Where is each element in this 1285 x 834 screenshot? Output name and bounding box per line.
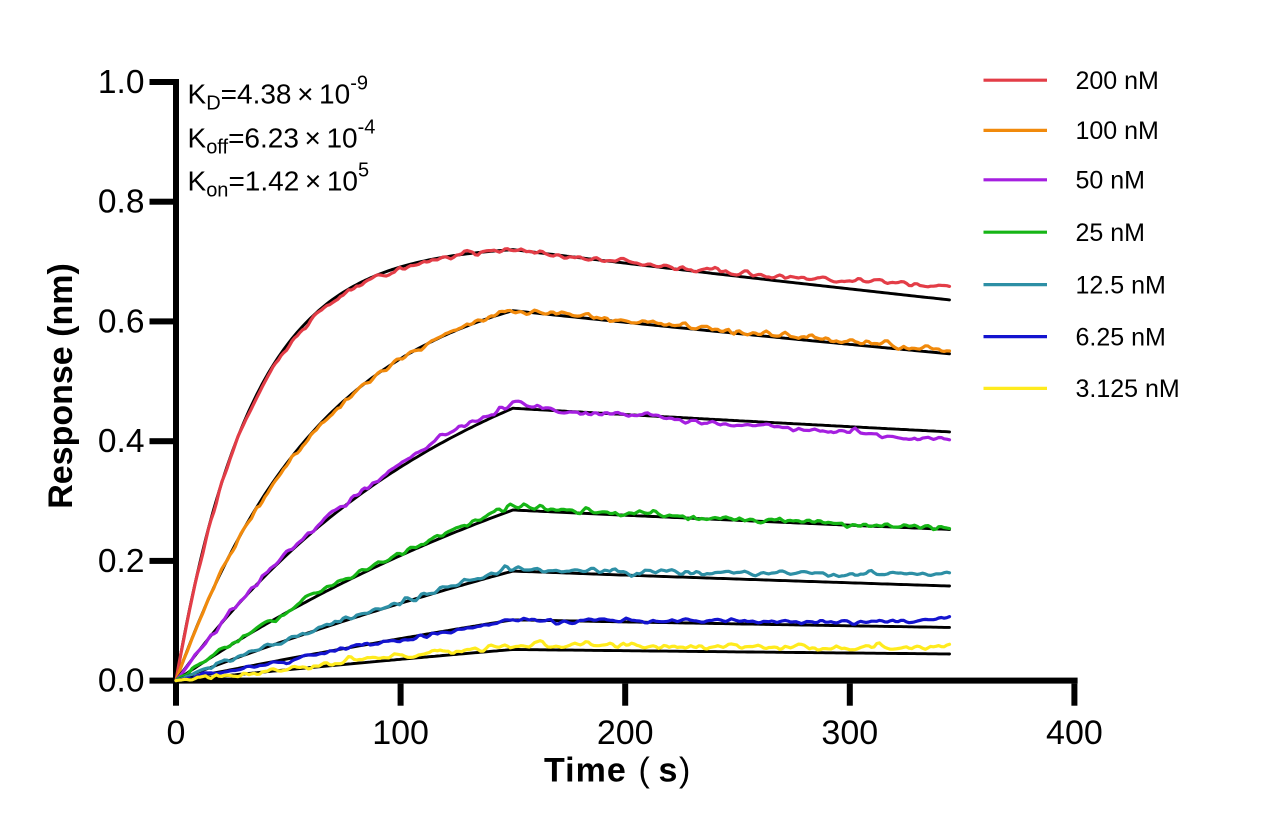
- svg-text:300: 300: [821, 714, 878, 752]
- svg-text:50 nM: 50 nM: [1076, 167, 1145, 195]
- svg-text:1.0: 1.0: [98, 64, 145, 101]
- svg-text:0.0: 0.0: [98, 663, 145, 700]
- svg-text:3.125 nM: 3.125 nM: [1076, 375, 1180, 403]
- svg-text:Time: Time: [544, 752, 627, 790]
- svg-text:(: (: [639, 752, 651, 790]
- svg-text:s: s: [659, 752, 678, 790]
- svg-text:Response (nm): Response (nm): [42, 263, 80, 509]
- svg-text:0.6: 0.6: [98, 303, 145, 340]
- svg-text:6.25 nM: 6.25 nM: [1076, 323, 1166, 351]
- svg-text:25 nM: 25 nM: [1076, 219, 1145, 247]
- svg-text:0: 0: [167, 714, 186, 752]
- svg-text:100: 100: [372, 714, 429, 752]
- svg-text:200 nM: 200 nM: [1076, 67, 1159, 95]
- svg-text:0.4: 0.4: [98, 423, 145, 460]
- svg-text:0.8: 0.8: [98, 184, 145, 221]
- svg-text:0.2: 0.2: [98, 543, 145, 580]
- svg-text:100 nM: 100 nM: [1076, 117, 1159, 145]
- svg-text:400: 400: [1046, 714, 1103, 752]
- svg-text:200: 200: [597, 714, 654, 752]
- svg-text:12.5 nM: 12.5 nM: [1076, 271, 1166, 299]
- svg-text:): ): [679, 752, 690, 790]
